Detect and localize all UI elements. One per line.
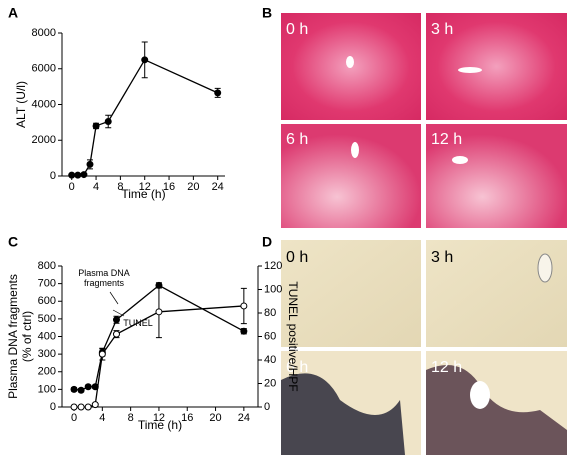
vessel	[458, 67, 482, 73]
time-label: 12 h	[431, 131, 462, 148]
data-point	[214, 89, 222, 97]
time-label: 0 h	[286, 249, 308, 266]
x-tick-label: 0	[71, 412, 77, 424]
vessel	[346, 56, 354, 68]
annotation-pointer	[109, 291, 119, 305]
data-point	[98, 350, 106, 358]
vessel	[452, 156, 468, 164]
time-label: 0 h	[286, 21, 308, 38]
x-axis-label: Time (h)	[138, 418, 182, 432]
x-tick-label: 8	[128, 412, 134, 424]
data-point	[104, 117, 112, 125]
micrograph	[426, 124, 567, 228]
data-point	[240, 327, 248, 335]
y-tick-label: 500	[38, 313, 56, 325]
vessel	[470, 381, 490, 409]
stain	[281, 373, 405, 455]
data-point	[70, 385, 78, 393]
data-point	[77, 403, 85, 411]
micrographs-d	[281, 240, 567, 455]
y-tick-label: 400	[38, 330, 56, 342]
data-point	[155, 308, 163, 316]
micrograph	[281, 240, 421, 347]
y-tick-label: 100	[38, 383, 56, 395]
panel-letter: D	[262, 234, 272, 250]
x-tick-label: 20	[209, 412, 221, 424]
time-label: 6 h	[286, 359, 308, 376]
data-point	[68, 171, 76, 179]
panel-letter: A	[8, 5, 18, 21]
series-label: Plasma DNA fragments	[78, 268, 130, 288]
y-tick-label: 2000	[32, 134, 56, 146]
panel-letter: C	[8, 234, 18, 250]
y-tick-label: 0	[50, 170, 56, 182]
x-tick-label: 12	[139, 181, 151, 193]
series-label: TUNEL	[123, 318, 153, 328]
y-tick-label: 0	[50, 401, 56, 413]
y-tick-label: 4000	[32, 98, 56, 110]
micrograph	[426, 13, 567, 120]
vessel	[351, 142, 359, 158]
x-tick-label: 0	[69, 181, 75, 193]
data-point	[74, 171, 82, 179]
y2-tick-label: 40	[264, 354, 276, 366]
x-tick-label: 4	[99, 412, 105, 424]
time-label: 6 h	[286, 131, 308, 148]
y2-tick-label: 80	[264, 307, 276, 319]
x-tick-label: 24	[212, 181, 224, 193]
data-point	[86, 160, 94, 168]
x-tick-label: 4	[93, 181, 99, 193]
y-tick-label: 8000	[32, 27, 56, 39]
data-point	[240, 302, 248, 310]
y2-tick-label: 20	[264, 377, 276, 389]
y-tick-label: 200	[38, 366, 56, 378]
x-tick-label: 16	[163, 181, 175, 193]
y2-tick-label: 100	[264, 283, 282, 295]
data-point	[84, 383, 92, 391]
x-tick-label: 12	[153, 412, 165, 424]
y2-tick-label: 0	[264, 401, 270, 413]
x-axis-label: Time (h)	[121, 187, 165, 201]
data-point	[77, 386, 85, 394]
stain	[426, 365, 567, 455]
data-point	[112, 330, 120, 338]
series-label-text: Plasma DNA fragments	[78, 268, 130, 288]
micrograph	[281, 124, 421, 228]
y-axis-label: ALT (U/l)	[14, 81, 28, 128]
y-axis-label: (% of ctrl)	[20, 311, 34, 362]
y2-tick-label: 120	[264, 260, 282, 272]
micrographs-b	[281, 13, 567, 228]
series-label-text: TUNEL	[123, 318, 153, 328]
data-point	[91, 401, 99, 409]
x-tick-label: 20	[187, 181, 199, 193]
data-point	[141, 56, 149, 64]
y-tick-label: 6000	[32, 63, 56, 75]
y2-axis-label: TUNEL positive/HPF	[286, 281, 300, 391]
y-tick-label: 300	[38, 348, 56, 360]
y-axis-label: Plasma DNA fragments	[6, 274, 20, 399]
data-point	[92, 122, 100, 130]
y-tick-label: 600	[38, 295, 56, 307]
panel-letter: B	[262, 5, 272, 21]
x-tick-label: 24	[238, 412, 250, 424]
vessel	[537, 253, 553, 283]
y2-tick-label: 60	[264, 330, 276, 342]
time-label: 12 h	[431, 359, 462, 376]
y-tick-label: 700	[38, 278, 56, 290]
data-point	[112, 316, 120, 324]
x-tick-label: 16	[181, 412, 193, 424]
x-tick-label: 8	[117, 181, 123, 193]
data-point	[84, 403, 92, 411]
data-point	[70, 403, 78, 411]
y-tick-label: 800	[38, 260, 56, 272]
time-label: 3 h	[431, 249, 453, 266]
time-label: 3 h	[431, 21, 453, 38]
data-point	[80, 171, 88, 179]
